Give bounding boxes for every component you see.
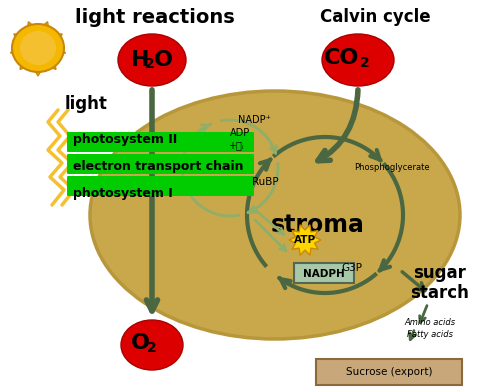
Text: 2: 2 (145, 57, 155, 71)
FancyBboxPatch shape (67, 132, 254, 152)
Text: RuBP: RuBP (252, 177, 278, 187)
Text: NADP⁺: NADP⁺ (238, 115, 271, 125)
Text: Calvin cycle: Calvin cycle (320, 8, 430, 26)
Text: G3P: G3P (342, 263, 362, 273)
Text: Amino acids
Fatty acids: Amino acids Fatty acids (404, 318, 456, 339)
FancyBboxPatch shape (67, 154, 254, 174)
Text: Phosphoglycerate: Phosphoglycerate (354, 163, 430, 173)
Text: light: light (65, 95, 108, 113)
Text: ATP: ATP (294, 235, 316, 245)
Ellipse shape (90, 91, 460, 339)
Text: CO: CO (324, 48, 360, 68)
Text: light reactions: light reactions (75, 8, 235, 27)
Text: photosystem II
electron transport chain
photosystem I: photosystem II electron transport chain … (73, 133, 243, 200)
Ellipse shape (20, 31, 56, 65)
FancyBboxPatch shape (316, 359, 462, 385)
FancyBboxPatch shape (67, 176, 254, 196)
Ellipse shape (118, 34, 186, 86)
Text: 2: 2 (360, 56, 370, 70)
Text: Sucrose (export): Sucrose (export) (346, 367, 432, 377)
Text: sugar
starch: sugar starch (410, 264, 470, 302)
Text: H: H (131, 50, 149, 70)
Text: ADP: ADP (230, 128, 250, 138)
Text: +Ⓟᵢ: +Ⓟᵢ (228, 140, 244, 150)
Text: O: O (154, 50, 172, 70)
Text: 2: 2 (147, 341, 157, 355)
Ellipse shape (121, 320, 183, 370)
FancyBboxPatch shape (294, 263, 354, 283)
Polygon shape (289, 225, 321, 255)
Text: stroma: stroma (271, 213, 365, 237)
Text: O: O (130, 333, 150, 353)
Text: NADPH: NADPH (303, 269, 345, 279)
Ellipse shape (12, 24, 64, 72)
Polygon shape (10, 22, 66, 76)
Ellipse shape (322, 34, 394, 86)
